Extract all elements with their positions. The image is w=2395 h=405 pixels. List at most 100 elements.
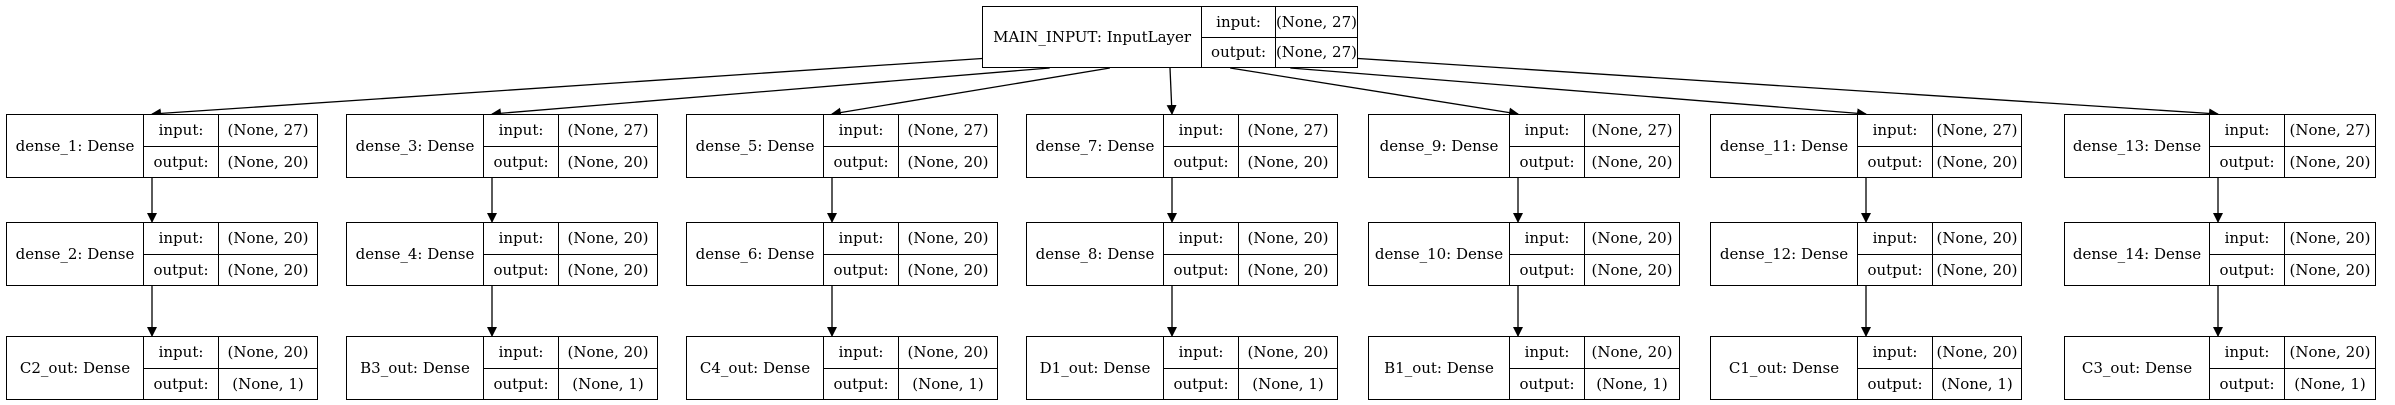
dense-layer-node: dense_1: Dense input: output: (None, 27) (No… bbox=[6, 114, 318, 178]
layer-name: C2_out: Dense bbox=[7, 337, 144, 399]
output-label: output: bbox=[1867, 374, 1923, 393]
output-shape: (None, 1) bbox=[1941, 374, 2013, 393]
output-shape: (None, 1) bbox=[1252, 374, 1324, 393]
layer-name: dense_12: Dense bbox=[1711, 223, 1858, 285]
input-label: input: bbox=[2210, 337, 2284, 369]
output-shape: (None, 20) bbox=[1247, 152, 1329, 171]
layer-name: C4_out: Dense bbox=[687, 337, 824, 399]
input-shape: (None, 27) bbox=[1239, 115, 1337, 147]
output-label: output: bbox=[493, 152, 549, 171]
input-label: input: bbox=[824, 337, 898, 369]
input-shape: (None, 20) bbox=[559, 223, 657, 255]
dense-layer-node: dense_5: Dense input: output: (None, 27) (No… bbox=[686, 114, 998, 178]
output-label: output: bbox=[1173, 260, 1229, 279]
dense-layer-node: dense_7: Dense input: output: (None, 27) (No… bbox=[1026, 114, 1338, 178]
edge-input-to-column bbox=[1230, 67, 1519, 118]
output-label: output: bbox=[1519, 152, 1575, 171]
output-shape: (None, 20) bbox=[907, 152, 989, 171]
input-label: input: bbox=[1164, 337, 1238, 369]
input-shape: (None, 20) bbox=[899, 337, 997, 369]
input-label: input: bbox=[1858, 223, 1932, 255]
dense-layer-node: dense_8: Dense input: output: (None, 20) (No… bbox=[1026, 222, 1338, 286]
layer-name: dense_4: Dense bbox=[347, 223, 484, 285]
layer-name: C3_out: Dense bbox=[2065, 337, 2210, 399]
input-shape: (None, 27) bbox=[899, 115, 997, 147]
input-shape: (None, 27) bbox=[559, 115, 657, 147]
output-label: output: bbox=[493, 260, 549, 279]
output-shape: (None, 20) bbox=[1591, 152, 1673, 171]
output-shape: (None, 1) bbox=[912, 374, 984, 393]
dense-layer-node: dense_3: Dense input: output: (None, 27) (No… bbox=[346, 114, 658, 178]
edge-input-to-column bbox=[1350, 57, 2219, 119]
edge-input-to-column bbox=[491, 67, 1050, 119]
input-shape: (None, 20) bbox=[899, 223, 997, 255]
output-label: output: bbox=[1519, 374, 1575, 393]
input-label: input: bbox=[1510, 115, 1584, 147]
input-label: input: bbox=[1858, 337, 1932, 369]
output-label: output: bbox=[833, 374, 889, 393]
input-label: input: bbox=[1164, 115, 1238, 147]
dense-layer-node: dense_2: Dense input: output: (None, 20) (No… bbox=[6, 222, 318, 286]
layer-name: dense_13: Dense bbox=[2065, 115, 2210, 177]
output-shape: (None, 1) bbox=[572, 374, 644, 393]
edge-input-to-column bbox=[151, 57, 990, 119]
layer-name: dense_10: Dense bbox=[1369, 223, 1510, 285]
input-shape: (None, 20) bbox=[2285, 337, 2375, 369]
input-shape: (None, 20) bbox=[1933, 223, 2021, 255]
input-label: input: bbox=[2210, 115, 2284, 147]
output-label: output: bbox=[153, 260, 209, 279]
dense-layer-node: B1_out: Dense input: output: (None, 20) (Non… bbox=[1368, 336, 1680, 400]
dense-layer-node: B3_out: Dense input: output: (None, 20) (Non… bbox=[346, 336, 658, 400]
input-label: input: bbox=[1858, 115, 1932, 147]
edge-input-to-column bbox=[1290, 67, 1867, 119]
dense-layer-node: C1_out: Dense input: output: (None, 20) (Non… bbox=[1710, 336, 2022, 400]
dense-layer-node: dense_11: Dense input: output: (None, 27) (N… bbox=[1710, 114, 2022, 178]
layer-name: MAIN_INPUT: InputLayer bbox=[983, 7, 1203, 67]
layer-name: dense_6: Dense bbox=[687, 223, 824, 285]
input-label: input: bbox=[1510, 337, 1584, 369]
output-label: output: bbox=[153, 374, 209, 393]
dense-layer-node: dense_9: Dense input: output: (None, 27) (No… bbox=[1368, 114, 1680, 178]
layer-name: B1_out: Dense bbox=[1369, 337, 1510, 399]
dense-layer-node: dense_6: Dense input: output: (None, 20) (No… bbox=[686, 222, 998, 286]
output-shape: (None, 1) bbox=[1596, 374, 1668, 393]
dense-layer-node: dense_4: Dense input: output: (None, 20) (No… bbox=[346, 222, 658, 286]
layer-name: C1_out: Dense bbox=[1711, 337, 1858, 399]
output-label: output: bbox=[1867, 260, 1923, 279]
layer-name: D1_out: Dense bbox=[1027, 337, 1164, 399]
input-shape: (None, 27) bbox=[219, 115, 317, 147]
input-layer-node: MAIN_INPUT: InputLayer input: output: (None… bbox=[982, 6, 1358, 68]
input-label: input: bbox=[1202, 7, 1275, 38]
input-label: input: bbox=[144, 223, 218, 255]
layer-name: dense_9: Dense bbox=[1369, 115, 1510, 177]
input-label: input: bbox=[824, 223, 898, 255]
output-label: output: bbox=[153, 152, 209, 171]
input-shape: (None, 27) bbox=[1275, 7, 1357, 38]
input-shape: (None, 20) bbox=[2285, 223, 2375, 255]
output-shape: (None, 20) bbox=[567, 260, 649, 279]
input-shape: (None, 20) bbox=[219, 337, 317, 369]
layer-name: dense_3: Dense bbox=[347, 115, 484, 177]
input-shape: (None, 20) bbox=[219, 223, 317, 255]
output-shape: (None, 20) bbox=[907, 260, 989, 279]
input-label: input: bbox=[144, 115, 218, 147]
layer-name: dense_1: Dense bbox=[7, 115, 144, 177]
input-label: input: bbox=[484, 223, 558, 255]
output-label: output: bbox=[2219, 152, 2275, 171]
output-label: output: bbox=[833, 152, 889, 171]
dense-layer-node: C3_out: Dense input: output: (None, 20) (Non… bbox=[2064, 336, 2376, 400]
dense-layer-node: C4_out: Dense input: output: (None, 20) (Non… bbox=[686, 336, 998, 400]
output-label: output: bbox=[2219, 374, 2275, 393]
input-shape: (None, 20) bbox=[559, 337, 657, 369]
input-shape: (None, 20) bbox=[1239, 337, 1337, 369]
input-shape: (None, 20) bbox=[1585, 337, 1679, 369]
input-shape: (None, 27) bbox=[1585, 115, 1679, 147]
output-shape: (None, 20) bbox=[2289, 260, 2371, 279]
output-shape: (None, 27) bbox=[1275, 43, 1357, 62]
dense-layer-node: dense_10: Dense input: output: (None, 20) (N… bbox=[1368, 222, 1680, 286]
dense-layer-node: C2_out: Dense input: output: (None, 20) (Non… bbox=[6, 336, 318, 400]
input-shape: (None, 27) bbox=[1933, 115, 2021, 147]
output-label: output: bbox=[493, 374, 549, 393]
output-shape: (None, 20) bbox=[227, 152, 309, 171]
